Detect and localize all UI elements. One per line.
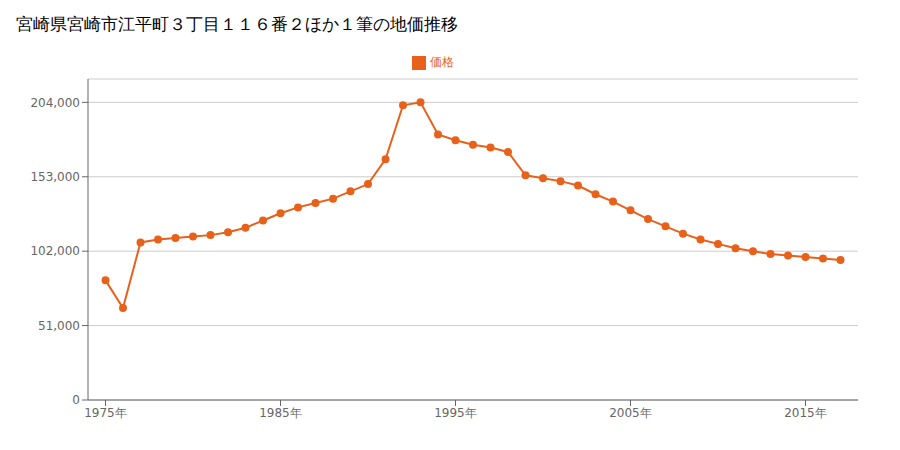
svg-text:51,000: 51,000 [38, 319, 80, 333]
html-text:宮崎県宮崎市江平町３丁目１１６番２ほか１筆の地価推移: 宮崎県宮崎市江平町３丁目１１６番２ほか１筆の地価推移 [16, 14, 458, 34]
svg-text:1975年: 1975年 [84, 406, 127, 420]
svg-text:204,000: 204,000 [30, 96, 80, 110]
html-text:価格: 価格 [430, 55, 454, 69]
svg-text:2015年: 2015年 [784, 406, 827, 420]
svg-text:153,000: 153,000 [30, 170, 80, 184]
svg-text:1995年: 1995年 [434, 406, 477, 420]
svg-text:102,000: 102,000 [30, 244, 80, 258]
svg-text:1985年: 1985年 [259, 406, 302, 420]
svg-text:0: 0 [72, 393, 80, 407]
svg-text:2005年: 2005年 [609, 406, 652, 420]
